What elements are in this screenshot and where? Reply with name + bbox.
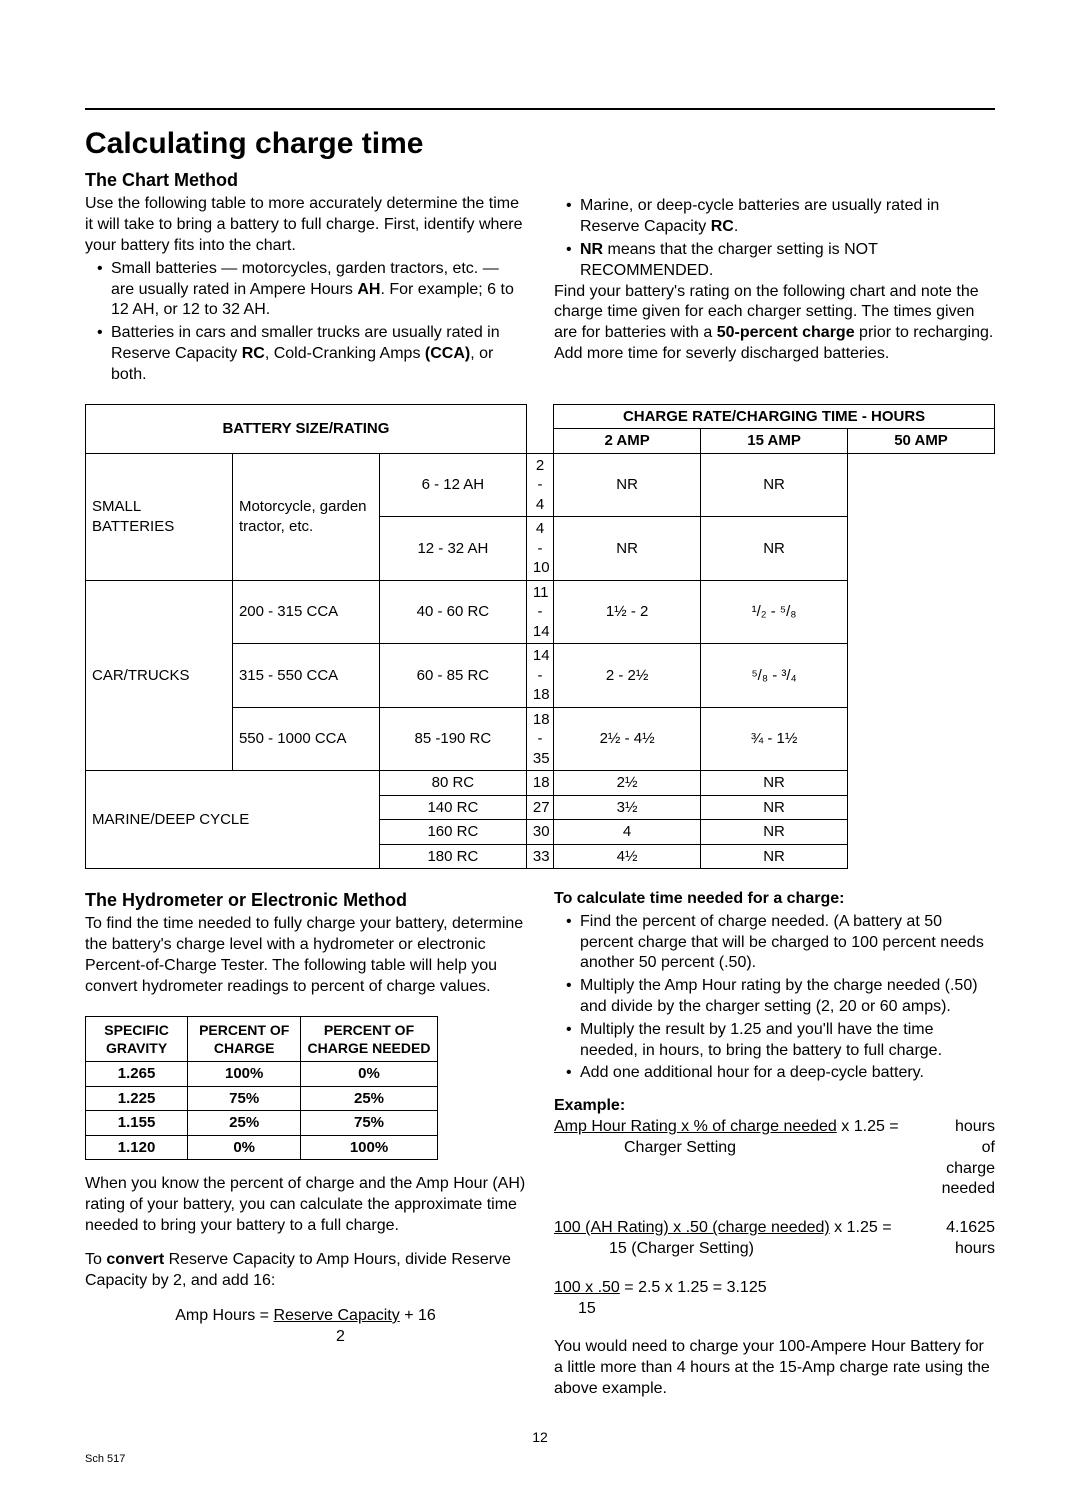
th-50amp: 50 AMP bbox=[848, 429, 995, 454]
th-pocn: PERCENT OF CHARGE NEEDED bbox=[301, 1016, 438, 1061]
example-formula-2: 100 (AH Rating) x .50 (charge needed) x … bbox=[554, 1218, 995, 1260]
table-cell: 140 RC bbox=[379, 795, 526, 820]
example-formula-1: Amp Hour Rating x % of charge needed x 1… bbox=[554, 1117, 995, 1200]
th-sg: SPECIFIC GRAVITY bbox=[86, 1016, 188, 1061]
table-cell: 4 - 10 bbox=[526, 517, 553, 581]
table-sub-cell: Motorcycle, garden tractor, etc. bbox=[232, 453, 379, 580]
table-cell: 11 - 14 bbox=[526, 580, 553, 644]
table-cell: 12 - 32 AH bbox=[379, 517, 526, 581]
hydrometer-table: SPECIFIC GRAVITY PERCENT OF CHARGE PERCE… bbox=[85, 1016, 438, 1160]
th-battery: BATTERY SIZE/RATING bbox=[86, 404, 527, 453]
table-category-cell: SMALL BATTERIES bbox=[86, 453, 233, 580]
table-cell: 75% bbox=[301, 1111, 438, 1136]
table-cell: 100% bbox=[301, 1135, 438, 1160]
table-cell: 0% bbox=[301, 1062, 438, 1087]
table-cell: 14 - 18 bbox=[526, 644, 553, 708]
table-sub-cell: 315 - 550 CCA bbox=[232, 644, 379, 708]
th-charge: CHARGE RATE/CHARGING TIME - HOURS bbox=[554, 404, 995, 429]
example-conclusion: You would need to charge your 100-Ampere… bbox=[554, 1337, 995, 1399]
page-title: Calculating charge time bbox=[85, 124, 995, 163]
top-rule bbox=[85, 108, 995, 110]
table-category-cell: MARINE/DEEP CYCLE bbox=[86, 771, 380, 869]
hydro-para3: To convert Reserve Capacity to Amp Hours… bbox=[85, 1250, 526, 1292]
table-cell: 30 bbox=[526, 820, 553, 845]
table-cell: 180 RC bbox=[379, 844, 526, 869]
th-poc: PERCENT OF CHARGE bbox=[188, 1016, 301, 1061]
lower-columns: The Hydrometer or Electronic Method To f… bbox=[85, 883, 995, 1400]
th-2amp: 2 AMP bbox=[554, 429, 701, 454]
table-cell: 33 bbox=[526, 844, 553, 869]
table-cell: NR bbox=[701, 844, 848, 869]
calc-heading: To calculate time needed for a charge: bbox=[554, 890, 844, 907]
table-cell: 75% bbox=[188, 1086, 301, 1111]
th-15amp: 15 AMP bbox=[701, 429, 848, 454]
table-cell: NR bbox=[701, 820, 848, 845]
table-cell: 3½ bbox=[554, 795, 701, 820]
table-cell: NR bbox=[554, 453, 701, 517]
table-cell: 100% bbox=[188, 1062, 301, 1087]
table-cell: 18 - 35 bbox=[526, 707, 553, 771]
chart-method-heading: The Chart Method bbox=[85, 169, 995, 192]
table-sub-cell: 550 - 1000 CCA bbox=[232, 707, 379, 771]
table-cell: NR bbox=[554, 517, 701, 581]
table-cell: 60 - 85 RC bbox=[379, 644, 526, 708]
table-cell: 1.120 bbox=[86, 1135, 188, 1160]
table-cell: 27 bbox=[526, 795, 553, 820]
table-cell: NR bbox=[701, 453, 848, 517]
table-cell: 2½ - 4½ bbox=[554, 707, 701, 771]
calc-bullet: Add one additional hour for a deep-cycle… bbox=[566, 1063, 995, 1084]
table-cell: 0% bbox=[188, 1135, 301, 1160]
table-cell: ¹/₂ - ⁵/₈ bbox=[701, 580, 848, 644]
table-cell: 40 - 60 RC bbox=[379, 580, 526, 644]
page-number: 12 bbox=[85, 1428, 995, 1446]
table-category-cell: CAR/TRUCKS bbox=[86, 580, 233, 771]
example-label: Example: bbox=[554, 1097, 625, 1114]
table-cell: 1.265 bbox=[86, 1062, 188, 1087]
table-cell: 25% bbox=[188, 1111, 301, 1136]
table-cell: 1½ - 2 bbox=[554, 580, 701, 644]
example-formula-3: 100 x .50 = 2.5 x 1.25 = 3.125 15 bbox=[554, 1278, 995, 1320]
table-cell: 6 - 12 AH bbox=[379, 453, 526, 517]
table-cell: 2½ bbox=[554, 771, 701, 796]
footer-code: Sch 517 bbox=[85, 1452, 995, 1466]
table-cell: ¾ - 1½ bbox=[701, 707, 848, 771]
table-cell: 1.225 bbox=[86, 1086, 188, 1111]
table-sub-cell: 200 - 315 CCA bbox=[232, 580, 379, 644]
table-cell: 2 - 2½ bbox=[554, 644, 701, 708]
intro-para: Use the following table to more accurate… bbox=[85, 194, 526, 256]
intro-bullet: NR means that the charger setting is NOT… bbox=[566, 240, 995, 282]
intro-right-para: Find your battery's rating on the follow… bbox=[554, 282, 995, 365]
table-cell: 80 RC bbox=[379, 771, 526, 796]
intro-bullet: Small batteries — motorcycles, garden tr… bbox=[97, 259, 526, 321]
table-cell: NR bbox=[701, 517, 848, 581]
charge-time-table: BATTERY SIZE/RATING CHARGE RATE/CHARGING… bbox=[85, 404, 995, 870]
hydro-para1: To find the time needed to fully charge … bbox=[85, 914, 526, 997]
intro-columns: Use the following table to more accurate… bbox=[85, 194, 995, 385]
table-cell: NR bbox=[701, 771, 848, 796]
hydro-heading: The Hydrometer or Electronic Method bbox=[85, 889, 526, 912]
table-cell: 4 bbox=[554, 820, 701, 845]
calc-bullet: Find the percent of charge needed. (A ba… bbox=[566, 912, 995, 974]
hydro-para2: When you know the percent of charge and … bbox=[85, 1174, 526, 1236]
table-cell: 25% bbox=[301, 1086, 438, 1111]
table-cell: ⁵/₈ - ³/₄ bbox=[701, 644, 848, 708]
table-cell: 1.155 bbox=[86, 1111, 188, 1136]
intro-bullet: Batteries in cars and smaller trucks are… bbox=[97, 323, 526, 385]
table-cell: NR bbox=[701, 795, 848, 820]
amp-hours-formula: Amp Hours = Reserve Capacity + 16 2 bbox=[85, 1306, 526, 1348]
intro-bullet: Marine, or deep-cycle batteries are usua… bbox=[566, 196, 995, 238]
table-cell: 160 RC bbox=[379, 820, 526, 845]
table-cell: 18 bbox=[526, 771, 553, 796]
table-cell: 2 - 4 bbox=[526, 453, 553, 517]
table-cell: 85 -190 RC bbox=[379, 707, 526, 771]
calc-bullet: Multiply the Amp Hour rating by the char… bbox=[566, 976, 995, 1018]
table-cell: 4½ bbox=[554, 844, 701, 869]
calc-bullet: Multiply the result by 1.25 and you'll h… bbox=[566, 1020, 995, 1062]
